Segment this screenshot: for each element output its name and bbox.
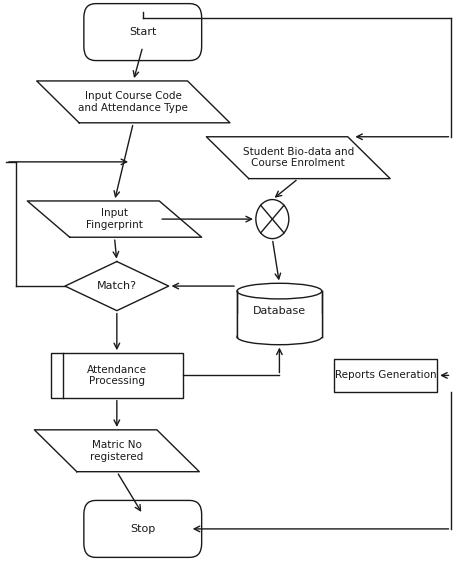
Polygon shape — [65, 261, 169, 311]
Ellipse shape — [237, 329, 322, 344]
Text: Input
Fingerprint: Input Fingerprint — [86, 208, 143, 230]
Bar — [334, 358, 438, 392]
Circle shape — [256, 200, 289, 238]
Bar — [237, 291, 322, 337]
Ellipse shape — [237, 283, 322, 299]
Text: Input Course Code
and Attendance Type: Input Course Code and Attendance Type — [78, 91, 188, 113]
Text: Database: Database — [253, 306, 306, 316]
Text: Student Bio-data and
Course Enrolment: Student Bio-data and Course Enrolment — [243, 147, 354, 168]
Polygon shape — [35, 430, 199, 472]
Text: Stop: Stop — [130, 524, 155, 534]
Text: Matric No
registered: Matric No registered — [90, 440, 144, 462]
Text: Attendance
Processing: Attendance Processing — [87, 365, 147, 386]
FancyBboxPatch shape — [84, 3, 201, 61]
Polygon shape — [36, 81, 230, 123]
Text: Reports Generation: Reports Generation — [335, 370, 436, 380]
FancyBboxPatch shape — [84, 500, 201, 558]
Text: Match?: Match? — [97, 281, 137, 291]
Polygon shape — [27, 201, 201, 237]
Bar — [51, 353, 183, 398]
Text: Start: Start — [129, 27, 156, 37]
Bar — [237, 314, 322, 337]
Polygon shape — [206, 137, 390, 178]
